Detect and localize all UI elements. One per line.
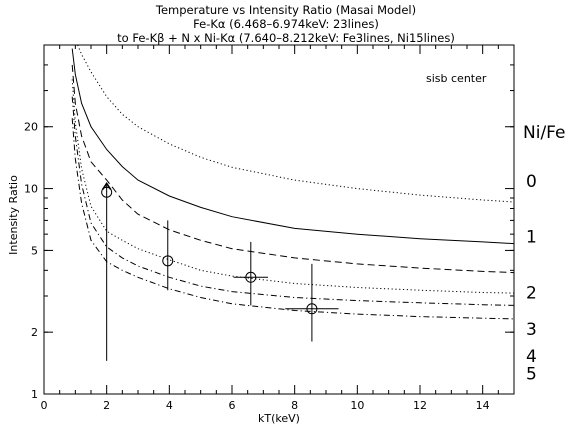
annotation-label: sisb center	[426, 72, 487, 85]
x-tick-label: 8	[291, 399, 298, 412]
x-tick-label: 2	[103, 399, 110, 412]
y-tick-label: 1	[31, 388, 38, 401]
y-tick-label: 20	[24, 121, 38, 134]
chart-title-line-3: to Fe-Kβ + N x Ni-Kα (7.640–8.212keV: Fe…	[117, 31, 455, 45]
ni-fe-label: 3	[526, 320, 537, 340]
lower-limit-arrow	[102, 181, 112, 190]
model-curve-2	[71, 64, 515, 274]
y-tick-label: 10	[24, 183, 38, 196]
ni-fe-label: 4	[526, 347, 537, 367]
chart-title-line-2: Fe-Kα (6.468–6.974keV: 23lines)	[193, 17, 379, 31]
data-point	[101, 186, 113, 198]
x-tick-label: 6	[229, 399, 236, 412]
plot-frame	[43, 44, 515, 395]
x-axis-label: kT(keV)	[258, 412, 300, 425]
x-tick-label: 14	[476, 399, 490, 412]
model-curve-3	[71, 79, 515, 294]
ni-fe-label: 5	[526, 365, 537, 385]
model-curve-1	[71, 48, 515, 245]
right-label-title: Ni/Fe	[523, 123, 565, 143]
chart-title-line-1: Temperature vs Intensity Ratio (Masai Mo…	[155, 3, 416, 17]
model-curves	[71, 44, 515, 320]
y-axis-label: Intensity Ratio	[7, 175, 20, 255]
y-tick-label: 2	[31, 326, 38, 339]
ni-fe-label: 2	[526, 284, 537, 304]
x-tick-label: 10	[350, 399, 364, 412]
x-tick-label: 0	[41, 399, 48, 412]
data-point	[306, 303, 318, 315]
ni-fe-label: 0	[526, 172, 537, 192]
ni-fe-label: 1	[526, 228, 537, 248]
right-labels: 0 1 2 3 45	[526, 172, 537, 385]
observed-points	[101, 181, 339, 361]
x-tick-label: 4	[166, 399, 173, 412]
model-curve-5	[71, 118, 515, 320]
data-point	[245, 271, 257, 283]
x-tick-label: 12	[413, 399, 427, 412]
y-tick-label: 5	[31, 244, 38, 257]
model-curve-0	[77, 44, 515, 203]
data-point	[162, 255, 174, 267]
model-curve-4	[71, 96, 515, 306]
